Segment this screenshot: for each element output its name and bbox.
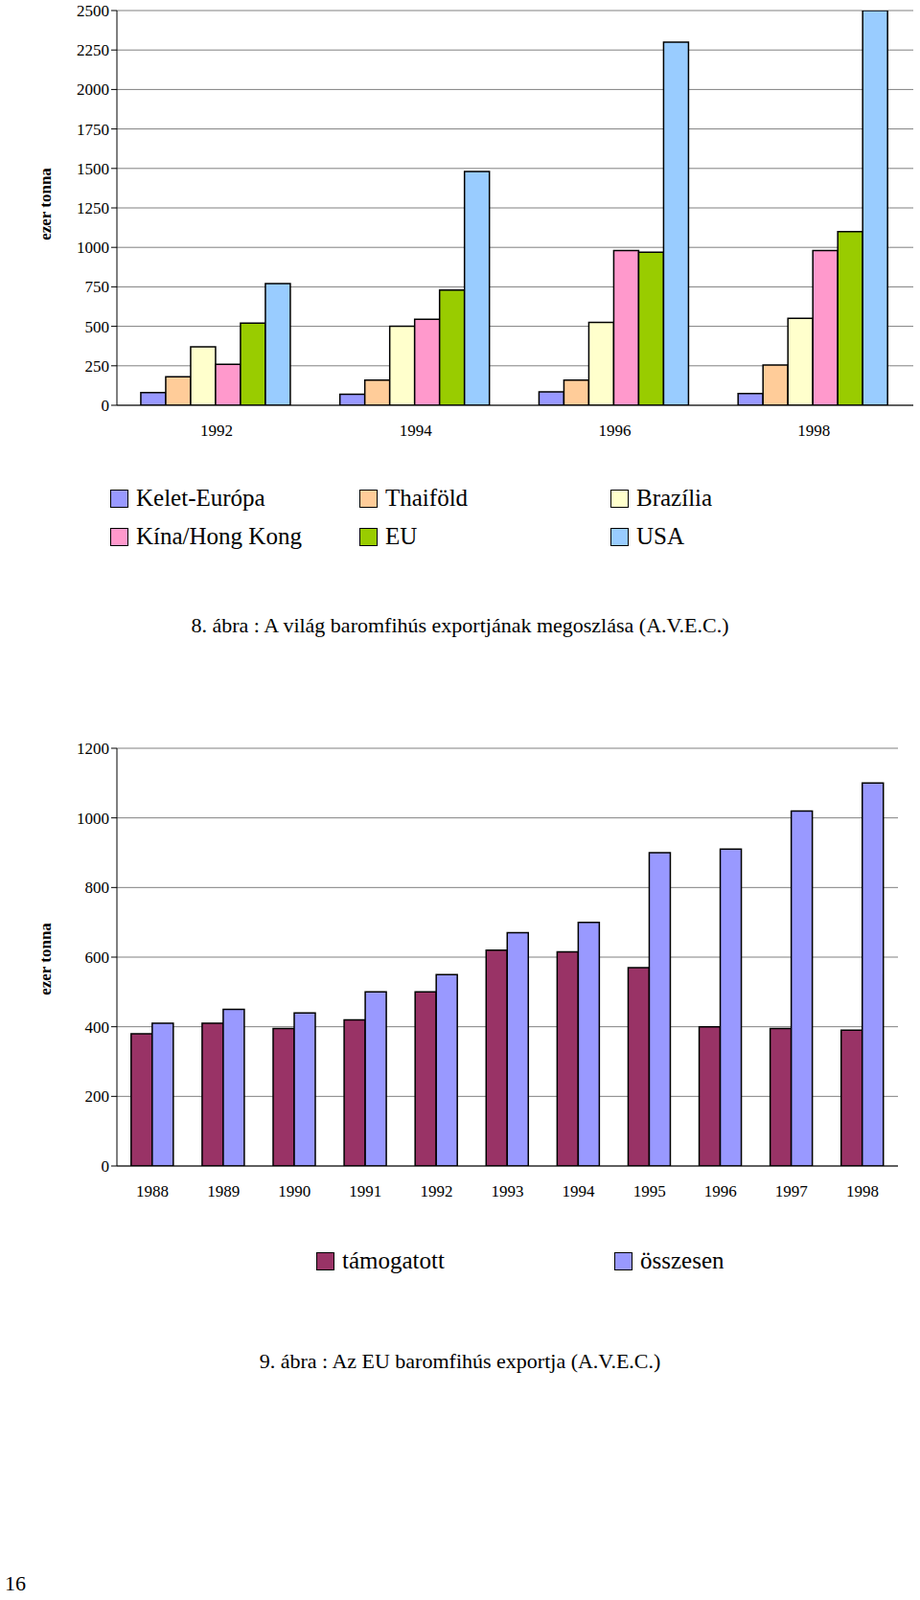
svg-text:1995: 1995 [633, 1182, 667, 1201]
svg-text:800: 800 [85, 878, 111, 897]
svg-text:1993: 1993 [491, 1182, 525, 1201]
html-text:ezer tonna: ezer tonna [36, 167, 55, 241]
html-text:Brazília: Brazília [636, 484, 713, 511]
svg-text:1998: 1998 [797, 421, 830, 440]
svg-text:1997: 1997 [775, 1182, 809, 1201]
html-text:Kína/Hong Kong: Kína/Hong Kong [136, 523, 302, 550]
svg-text:1996: 1996 [598, 421, 631, 440]
html-text:16: 16 [4, 1571, 26, 1596]
svg-text:1750: 1750 [76, 120, 110, 139]
svg-text:250: 250 [85, 357, 111, 376]
html-text:Thaiföld: Thaiföld [385, 484, 468, 511]
svg-text:2500: 2500 [76, 1, 110, 21]
svg-text:1998: 1998 [846, 1182, 879, 1201]
svg-text:1250: 1250 [76, 199, 110, 218]
html-text:támogatott: támogatott [342, 1247, 445, 1274]
svg-text:2000: 2000 [76, 80, 110, 99]
html-text:összesen: összesen [640, 1247, 725, 1274]
svg-text:1500: 1500 [76, 160, 110, 179]
svg-text:1992: 1992 [419, 1182, 453, 1201]
svg-text:1996: 1996 [704, 1182, 737, 1201]
svg-text:0: 0 [101, 1157, 111, 1176]
html-text:ezer tonna: ezer tonna [36, 922, 55, 996]
svg-text:2250: 2250 [76, 41, 110, 60]
svg-text:500: 500 [85, 318, 111, 337]
svg-text:1994: 1994 [399, 421, 434, 440]
html-text:9. ábra : Az EU baromfihús exp: 9. ábra : Az EU baromfihús exportja (A.V… [259, 1349, 661, 1374]
html-text:USA: USA [636, 523, 685, 550]
svg-text:200: 200 [85, 1087, 111, 1106]
svg-text:1994: 1994 [562, 1182, 597, 1201]
svg-text:1990: 1990 [277, 1182, 311, 1201]
html-text:Kelet-Európa: Kelet-Európa [136, 484, 266, 511]
svg-text:1000: 1000 [76, 238, 110, 257]
svg-text:1988: 1988 [136, 1182, 169, 1201]
svg-text:0: 0 [101, 396, 111, 415]
svg-text:1991: 1991 [348, 1182, 382, 1201]
html-text:EU: EU [385, 523, 418, 550]
svg-text:600: 600 [85, 948, 111, 967]
svg-text:1200: 1200 [76, 739, 110, 759]
svg-text:1000: 1000 [76, 809, 110, 828]
html-text:8. ábra : A világ baromfihús e: 8. ábra : A világ baromfihús exportjának… [191, 613, 729, 638]
svg-text:750: 750 [85, 277, 111, 297]
svg-text:1992: 1992 [200, 421, 233, 440]
svg-text:400: 400 [85, 1018, 111, 1037]
svg-text:1989: 1989 [207, 1182, 240, 1201]
